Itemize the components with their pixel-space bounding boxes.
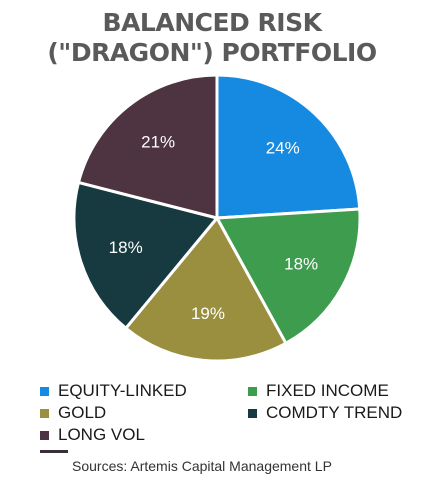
pie-label-comdty-trend: 18% (109, 238, 143, 257)
legend-swatch-fixed-income (248, 386, 257, 396)
legend-item-long-vol: LONG VOL (40, 425, 145, 445)
legend-item-gold: GOLD (40, 403, 106, 423)
pie-slice-gold (124, 216, 288, 363)
legend-item-comdty-trend: COMDTY TREND (248, 403, 402, 423)
legend-item-fixed-income: FIXED INCOME (248, 381, 389, 401)
pie-slice-comdty-trend (72, 180, 219, 330)
legend-swatch-equity-linked (40, 386, 49, 396)
pie-slice-fixed-income (215, 207, 362, 345)
source-note: Sources: Artemis Capital Management LP (72, 458, 332, 474)
legend-swatch-gold (40, 408, 49, 418)
pie-label-equity-linked: 24% (266, 139, 300, 158)
source-divider (40, 450, 68, 453)
pie-label-fixed-income: 18% (284, 255, 318, 274)
pie-label-gold: 19% (191, 304, 225, 323)
legend-item-equity-linked: EQUITY-LINKED (40, 381, 187, 401)
pie-slice-equity-linked (215, 73, 362, 220)
legend-label-fixed-income: FIXED INCOME (266, 381, 389, 400)
legend-label-equity-linked: EQUITY-LINKED (58, 381, 187, 400)
pie-slice-long-vol (76, 73, 219, 220)
legend-swatch-comdty-trend (248, 408, 257, 418)
chart-title-line-1: BALANCED RISK (102, 8, 322, 37)
legend-label-long-vol: LONG VOL (58, 425, 145, 444)
pie-label-long-vol: 21% (141, 133, 175, 152)
legend-label-comdty-trend: COMDTY TREND (266, 403, 403, 422)
chart-title-line-2: ("DRAGON") PORTFOLIO (47, 38, 377, 67)
legend-label-gold: GOLD (58, 403, 107, 422)
legend-swatch-long-vol (40, 430, 49, 440)
pie-chart: 24% 18% 19% 18% 21% (72, 73, 362, 363)
